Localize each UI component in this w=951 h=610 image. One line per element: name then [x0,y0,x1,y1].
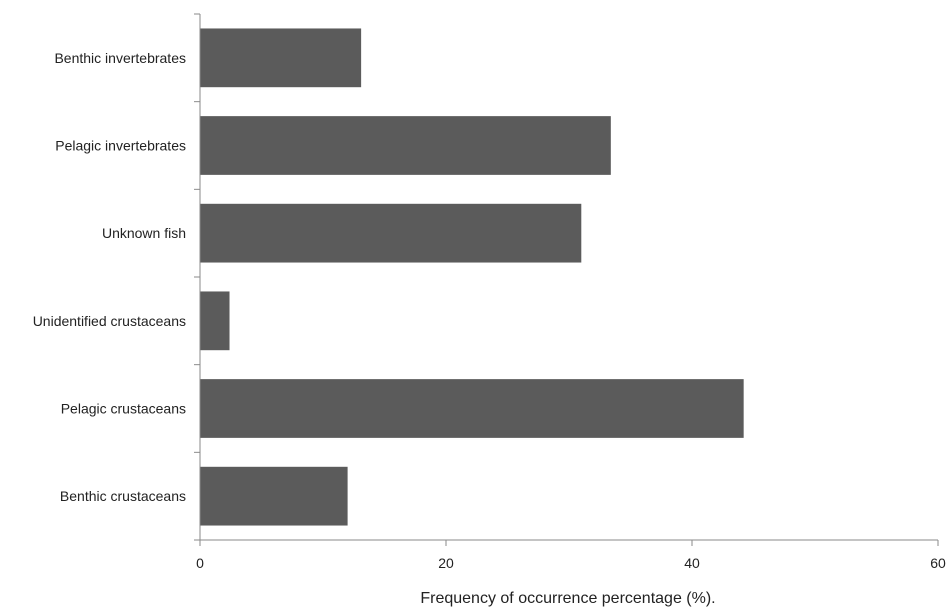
category-label: Unknown fish [102,225,186,241]
category-label: Pelagic crustaceans [61,401,186,417]
x-tick-label: 60 [930,555,946,571]
x-axis-title: Frequency of occurrence percentage (%). [420,590,715,607]
x-tick-labels: 0 20 40 60 [196,555,946,571]
bars-group [200,28,744,526]
x-tick-label: 0 [196,555,204,571]
category-label: Unidentified crustaceans [33,313,186,329]
bar-benthic-crustaceans [200,466,348,526]
y-axis-ticks [194,13,200,541]
bar-pelagic-invertebrates [200,116,611,175]
x-tick-label: 40 [684,555,700,571]
bar-unknown-fish [200,203,582,263]
bar-benthic-invertebrates [200,28,362,88]
category-labels: Benthic invertebrates Pelagic invertebrat… [33,50,186,504]
category-label: Benthic invertebrates [54,50,186,66]
bar-pelagic-crustaceans [200,379,744,438]
category-label: Benthic crustaceans [60,488,186,504]
x-tick-label: 20 [438,555,454,571]
category-label: Pelagic invertebrates [55,138,186,154]
x-axis-ticks [199,540,939,546]
bar-unidentified-crustaceans [200,291,230,351]
